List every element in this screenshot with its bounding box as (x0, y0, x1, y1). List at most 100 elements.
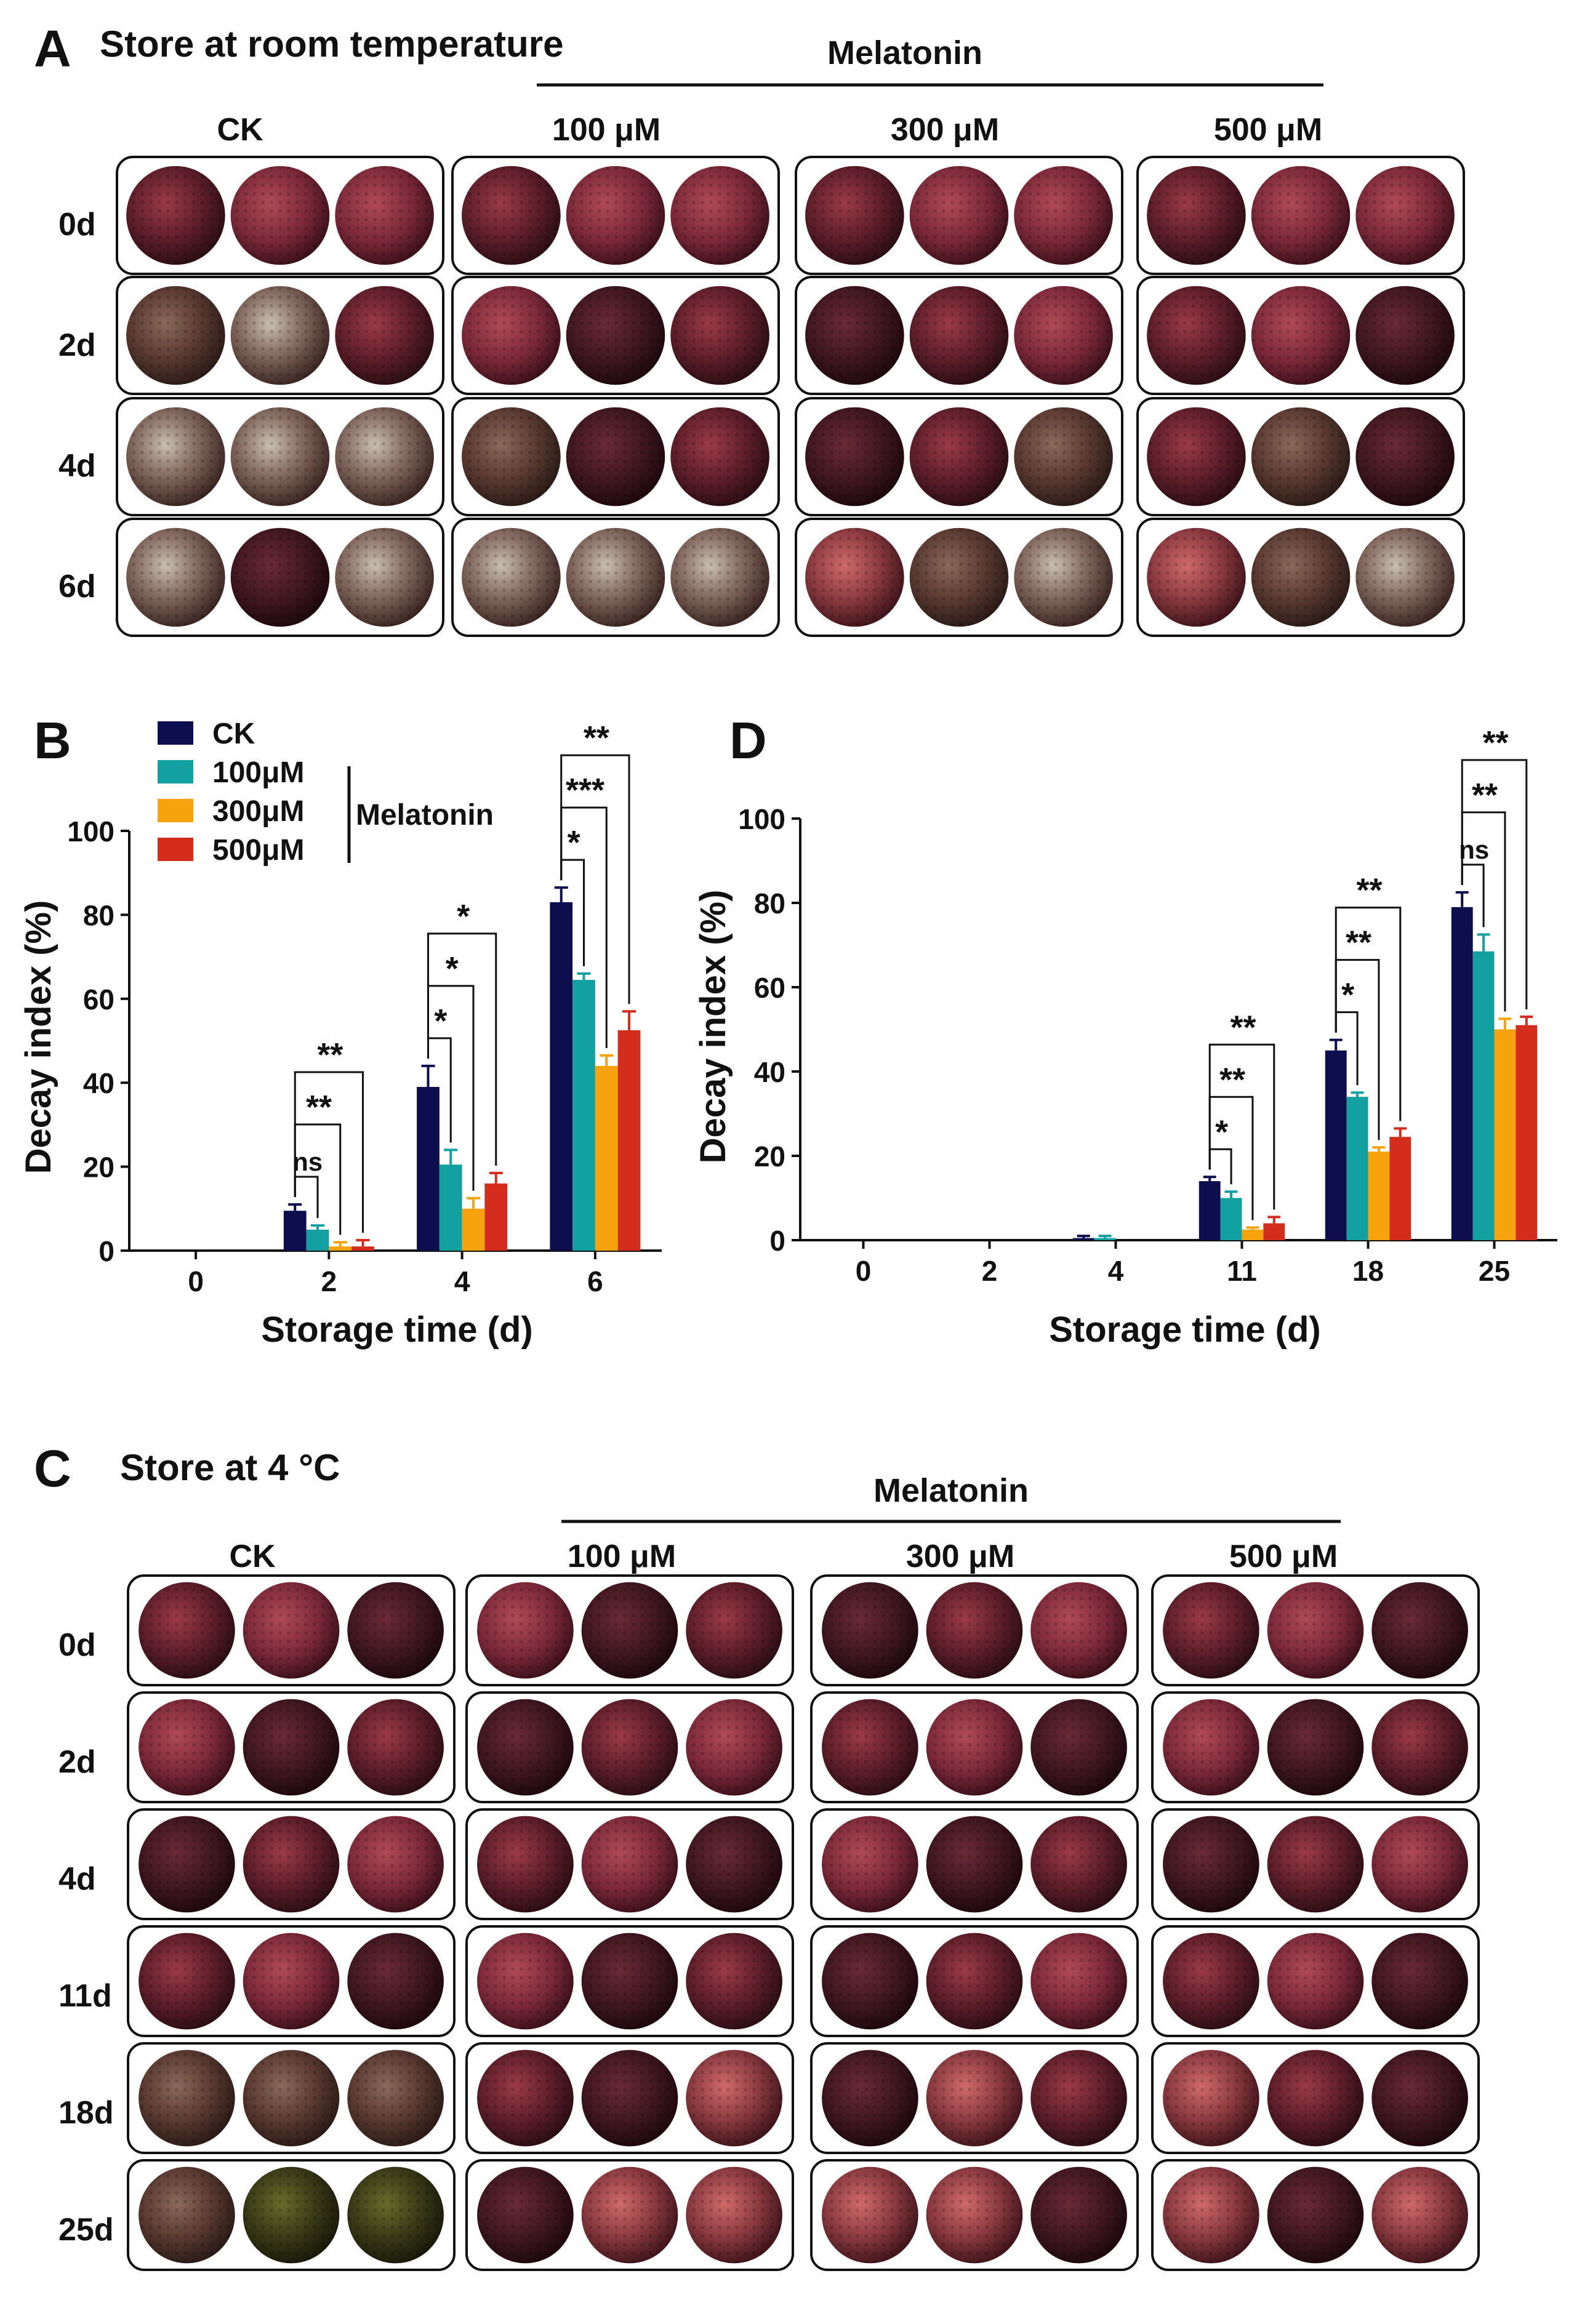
y-tick-label: 20 (83, 1152, 114, 1184)
fruit-texture-r3-c2-0 (822, 1933, 918, 2030)
significance-label: ns (1459, 835, 1489, 864)
panel-a: A Store at room temperature Melatonin CK… (34, 20, 1465, 637)
fruit-texture-r3-c2-1 (909, 527, 1009, 627)
panel-c-row-2d: 2d (58, 1744, 96, 1780)
fruit-texture-r3-c2-0 (805, 527, 904, 627)
fruit-texture-r5-c2-1 (926, 2166, 1023, 2264)
fruit-texture-r3-c3-0 (1163, 1933, 1259, 2030)
bar-300μM-2 (329, 1246, 352, 1251)
legend-swatch-300 (158, 799, 193, 822)
x-tick-label: 25 (1479, 1255, 1510, 1287)
panel-c-title: Store at 4 °C (120, 1447, 340, 1488)
fruit-texture-r0-c2-1 (909, 166, 1009, 265)
bar-500μM-25 (1516, 1025, 1538, 1240)
fruit-texture-r1-c1-2 (686, 1699, 782, 1796)
fruit-texture-r2-c3-0 (1163, 1816, 1259, 1913)
bar-CK-4 (417, 1087, 440, 1251)
fruit-texture-r0-c2-1 (926, 1582, 1023, 1679)
fruit-texture-r3-c1-2 (686, 1933, 782, 2030)
panel-a-col-ck: CK (217, 112, 263, 148)
panel-a-col-500: 500 μM (1214, 112, 1322, 148)
significance-label: ** (317, 1036, 343, 1073)
bar-300μM-25 (1494, 1029, 1516, 1240)
fruit-texture-r0-c1-2 (686, 1582, 782, 1679)
fruit-texture-r4-c3-2 (1371, 2050, 1468, 2147)
fruit-texture-r1-c1-2 (670, 286, 769, 385)
significance-label: ** (1356, 872, 1382, 909)
fruit-texture-r2-c0-2 (347, 1816, 444, 1913)
bar-300μM-11 (1242, 1229, 1264, 1240)
y-tick-label: 100 (738, 803, 785, 835)
fruit-texture-r0-c0-1 (230, 166, 330, 265)
bar-CK-18 (1325, 1050, 1347, 1240)
fruit-texture-r4-c0-1 (243, 2050, 340, 2147)
significance-bracket (1335, 907, 1402, 1121)
significance-label: ** (1219, 1061, 1245, 1098)
fruit-texture-r1-c0-1 (243, 1699, 340, 1796)
bar-300μM-18 (1368, 1152, 1390, 1240)
bar-CK-6 (550, 902, 573, 1251)
panel-c-col-ck: CK (229, 1539, 276, 1574)
legend-swatch-500 (158, 838, 193, 861)
panel-d-letter: D (729, 711, 767, 769)
bar-CK-25 (1451, 907, 1473, 1240)
bar-500μM-6 (617, 1030, 641, 1251)
significance-label: ** (584, 719, 609, 756)
fruit-texture-r3-c0-0 (139, 1933, 235, 2030)
fruit-texture-r3-c0-1 (243, 1933, 340, 2030)
fruit-texture-r2-c2-0 (805, 407, 904, 507)
fruit-texture-r0-c2-0 (805, 166, 904, 265)
significance-label: ** (1482, 724, 1508, 761)
fruit-texture-r1-c2-0 (805, 286, 904, 385)
x-tick-label: 0 (856, 1255, 872, 1287)
panel-c: C Store at 4 °C Melatonin CK 100 μM 300 … (34, 1440, 1480, 2271)
fruit-texture-r0-c0-0 (126, 166, 225, 265)
fruit-texture-r3-c1-2 (670, 527, 769, 627)
fruit-texture-r2-c1-0 (462, 407, 561, 507)
panel-a-col-100: 100 μM (552, 112, 660, 148)
significance-bracket (1461, 759, 1528, 1009)
bar-CK-11 (1199, 1181, 1221, 1240)
bar-300μM-6 (595, 1065, 618, 1251)
bar-CK-4 (1072, 1238, 1094, 1240)
panel-c-melatonin-label: Melatonin (873, 1472, 1029, 1509)
chart-d-xlabel: Storage time (d) (1049, 1310, 1321, 1350)
x-tick-label: 18 (1352, 1255, 1384, 1287)
fruit-texture-r5-c1-0 (477, 2166, 574, 2264)
fruit-texture-r2-c0-1 (243, 1816, 340, 1913)
legend-group-label: Melatonin (356, 799, 494, 831)
x-tick-label: 2 (982, 1255, 998, 1287)
significance-bracket (294, 1071, 364, 1233)
bar-100μM-4 (439, 1164, 462, 1251)
legend-label-100: 100μM (212, 756, 304, 789)
fruit-texture-r2-c0-0 (126, 407, 225, 507)
fruit-texture-r0-c1-1 (581, 1582, 678, 1679)
fruit-texture-r0-c3-1 (1251, 166, 1351, 265)
fruit-texture-r1-c2-2 (1030, 1699, 1127, 1796)
fruit-texture-r3-c3-0 (1147, 527, 1246, 627)
fruit-texture-r3-c0-1 (230, 527, 330, 627)
fruit-texture-r2-c1-1 (566, 407, 665, 507)
fruit-texture-r1-c0-1 (230, 286, 330, 385)
fruit-texture-r2-c0-2 (335, 407, 434, 507)
fruit-texture-r2-c2-1 (909, 407, 1009, 507)
x-tick-label: 4 (454, 1265, 470, 1297)
panel-a-row-4d: 4d (58, 448, 96, 484)
fruit-texture-r0-c3-1 (1267, 1582, 1364, 1679)
fruit-texture-r1-c2-1 (926, 1699, 1023, 1796)
fruit-texture-r0-c1-0 (477, 1582, 574, 1679)
significance-label: ns (292, 1147, 323, 1176)
panel-c-col-100: 100 μM (568, 1539, 676, 1574)
significance-label: * (434, 1003, 447, 1040)
bar-100μM-25 (1472, 951, 1495, 1240)
fruit-texture-r1-c3-1 (1267, 1699, 1364, 1796)
fruit-texture-r5-c0-1 (243, 2166, 340, 2264)
fruit-texture-r5-c0-0 (139, 2166, 235, 2264)
chart-b-legend: CK 100μM 300μM 500μM Melatonin (158, 718, 494, 867)
panel-c-row-18d: 18d (58, 2095, 114, 2131)
bar-100μM-11 (1220, 1198, 1242, 1240)
fruit-texture-r5-c2-2 (1030, 2166, 1127, 2264)
